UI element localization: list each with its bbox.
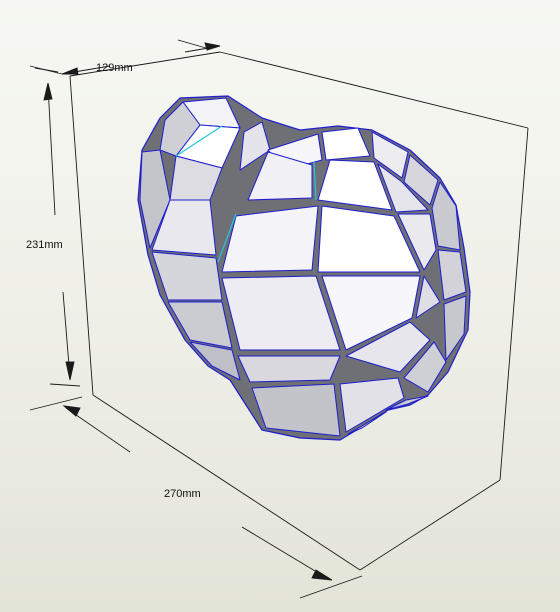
highlight-edges <box>175 125 317 263</box>
heart-model[interactable] <box>137 95 471 441</box>
depth-label: 129mm <box>96 62 133 74</box>
right-lobe-top <box>247 127 461 251</box>
right-lobe-middle <box>221 205 467 361</box>
dimension-lines <box>29 39 363 599</box>
left-lobe <box>139 97 271 381</box>
width-label: 270mm <box>164 488 201 500</box>
bounding-box <box>69 51 529 571</box>
heart-bottom <box>237 321 447 437</box>
height-label: 231mm <box>26 239 63 251</box>
